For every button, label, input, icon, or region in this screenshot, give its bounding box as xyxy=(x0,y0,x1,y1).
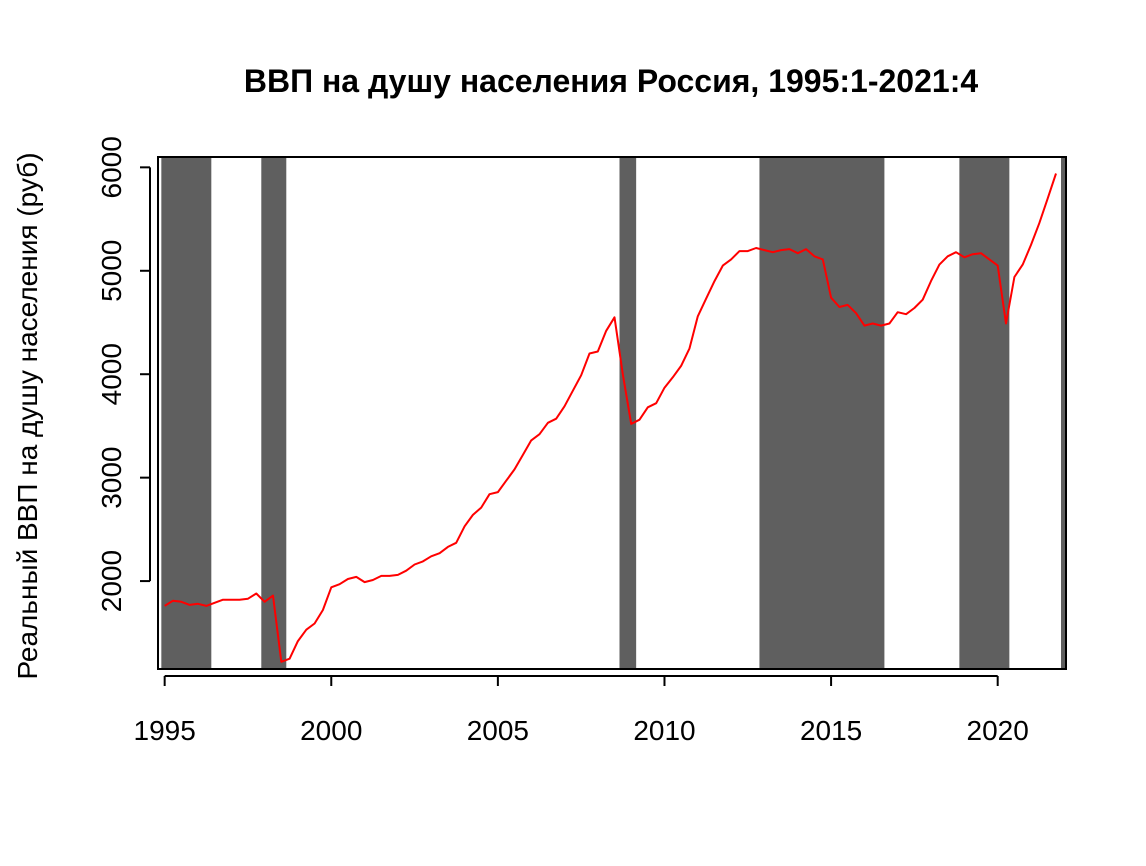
recession-band-1 xyxy=(261,157,287,669)
recession-band-2 xyxy=(619,157,637,669)
plot-frame xyxy=(157,156,1067,670)
recession-band-3 xyxy=(759,157,885,669)
series-line-0 xyxy=(164,173,1057,663)
x-tick-label: 2010 xyxy=(633,715,695,746)
x-tick-label: 2015 xyxy=(800,715,862,746)
y-axis: 2000 3000 4000 5000 6000 xyxy=(96,136,151,612)
y-tick-label: 5000 xyxy=(96,240,127,302)
y-axis-label: Реальный ВВП на душу населения (руб) xyxy=(12,152,43,679)
y-tick-label: 2000 xyxy=(96,550,127,612)
x-tick-label: 2005 xyxy=(467,715,529,746)
recession-band-0 xyxy=(161,157,212,669)
series-layer xyxy=(164,173,1057,663)
y-tick-label: 6000 xyxy=(96,136,127,198)
recession-band-5 xyxy=(1061,157,1066,669)
recession-band-4 xyxy=(959,157,1010,669)
x-axis: 1995 2000 2005 2010 2015 2020 xyxy=(134,675,1029,746)
y-tick-label: 4000 xyxy=(96,343,127,405)
recession-shading xyxy=(161,157,1066,669)
y-tick-label: 3000 xyxy=(96,446,127,508)
x-tick-label: 2000 xyxy=(300,715,362,746)
x-tick-label: 1995 xyxy=(134,715,196,746)
chart-title: ВВП на душу населения Россия, 1995:1-202… xyxy=(244,63,979,99)
x-tick-label: 2020 xyxy=(967,715,1029,746)
